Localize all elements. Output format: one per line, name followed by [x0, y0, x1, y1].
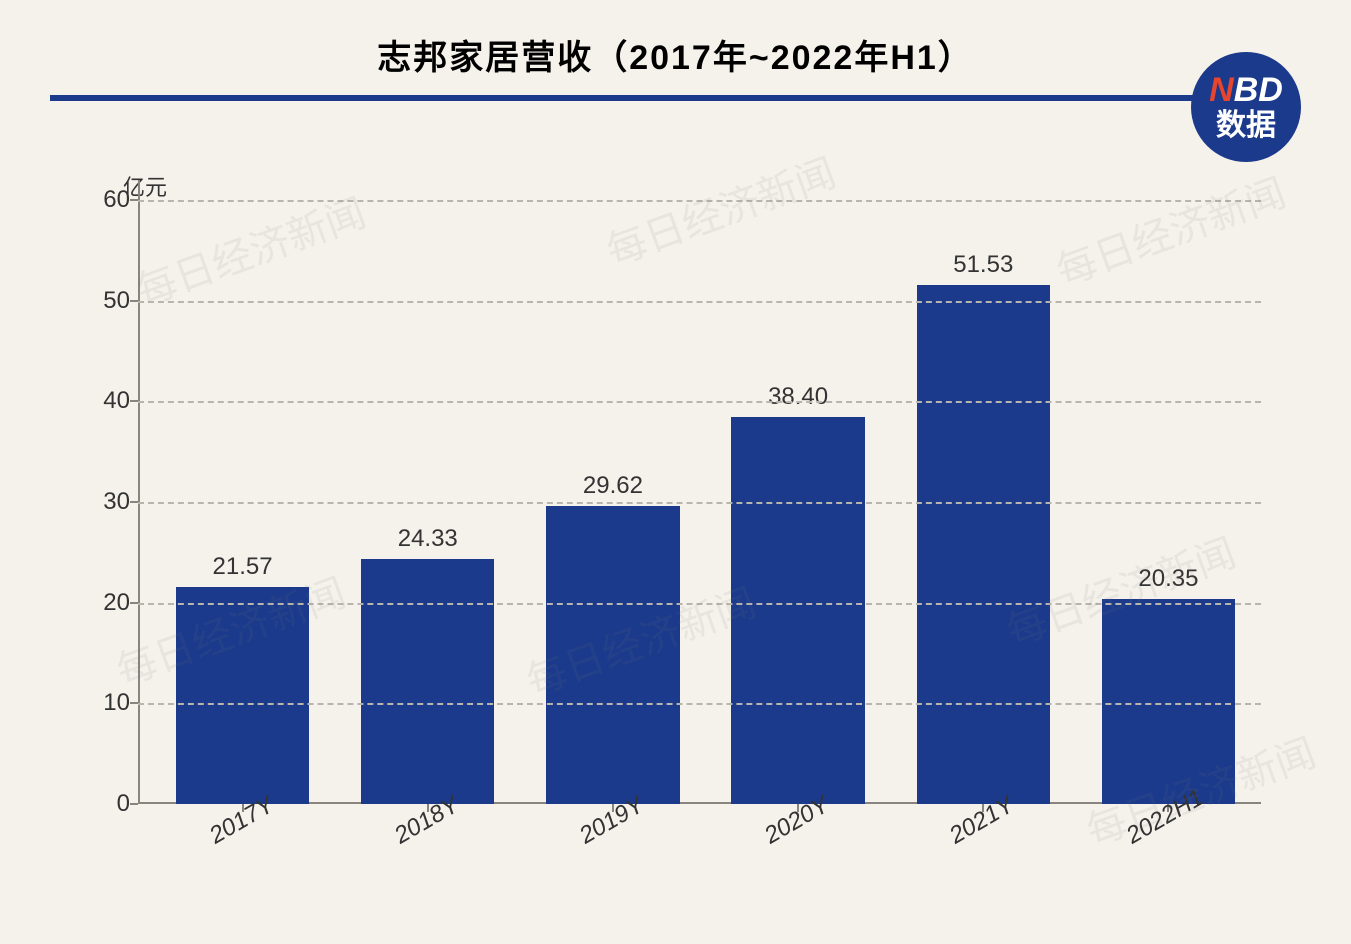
gridline — [138, 200, 1261, 202]
gridline — [138, 401, 1261, 403]
y-axis-line — [138, 180, 140, 804]
bar-value-label: 21.57 — [213, 553, 273, 581]
bar: 20.35 — [1102, 599, 1235, 804]
bar-value-label: 20.35 — [1138, 565, 1198, 593]
ytick-label: 20 — [70, 589, 130, 617]
bar-value-label: 24.33 — [398, 525, 458, 553]
logo-letter-d: D — [1258, 71, 1283, 109]
logo-letter-n: N — [1209, 71, 1234, 109]
bar-value-label: 29.62 — [583, 472, 643, 500]
gridline — [138, 502, 1261, 504]
bar: 29.62 — [546, 506, 679, 804]
logo-subtext: 数据 — [1216, 109, 1276, 142]
ytick-mark — [130, 602, 138, 604]
ytick-label: 10 — [70, 689, 130, 717]
bar-value-label: 38.40 — [768, 383, 828, 411]
logo-letter-b: B — [1234, 71, 1259, 109]
ytick-mark — [130, 300, 138, 302]
bar: 21.57 — [176, 587, 309, 804]
bar-value-label: 51.53 — [953, 251, 1013, 279]
bar: 38.40 — [731, 417, 864, 804]
gridline — [138, 703, 1261, 705]
bar: 51.53 — [917, 285, 1050, 804]
ytick-label: 50 — [70, 287, 130, 315]
ytick-label: 30 — [70, 488, 130, 516]
bar: 24.33 — [361, 559, 494, 804]
gridline — [138, 301, 1261, 303]
ytick-label: 40 — [70, 387, 130, 415]
ytick-mark — [130, 400, 138, 402]
plot-region: 21.572017Y24.332018Y29.622019Y38.402020Y… — [150, 200, 1261, 804]
ytick-label: 0 — [70, 790, 130, 818]
ytick-mark — [130, 501, 138, 503]
chart-title: 志邦家居营收（2017年~2022年H1） — [377, 39, 974, 77]
ytick-mark — [130, 702, 138, 704]
gridline — [138, 603, 1261, 605]
nbd-logo: NBD 数据 — [1191, 52, 1301, 162]
ytick-mark — [130, 199, 138, 201]
ytick-mark — [130, 803, 138, 805]
chart-area: 亿元 21.572017Y24.332018Y29.622019Y38.4020… — [60, 150, 1291, 904]
title-underline — [50, 95, 1291, 101]
ytick-label: 60 — [70, 186, 130, 214]
